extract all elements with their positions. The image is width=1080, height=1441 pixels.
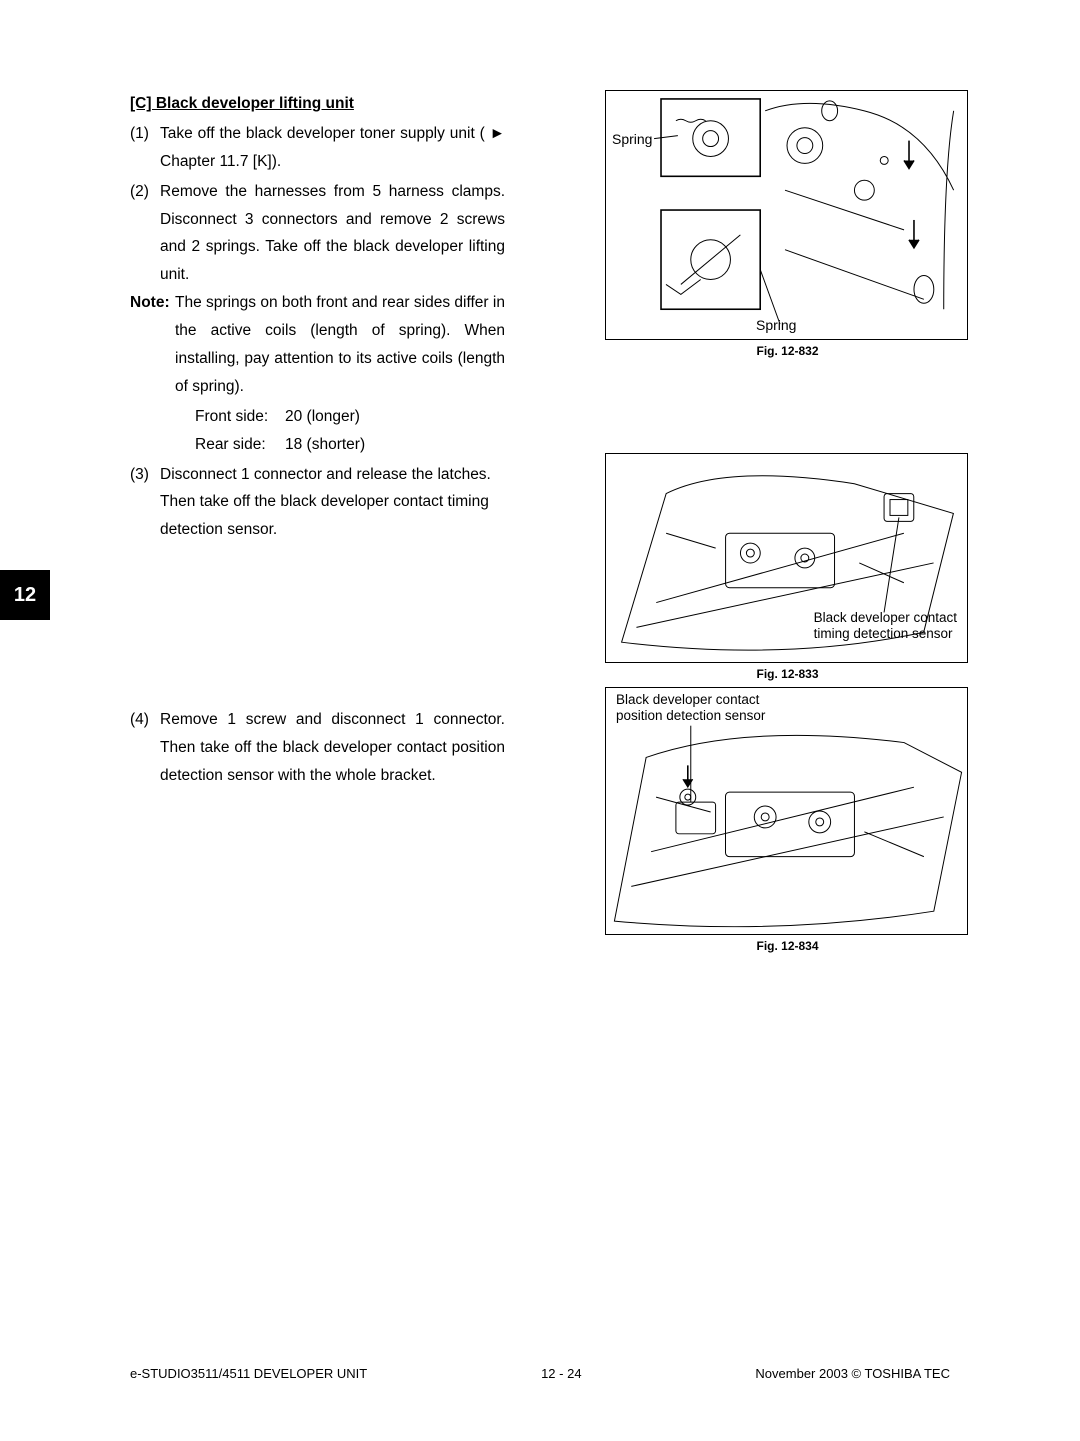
list-item: (4) Remove 1 screw and disconnect 1 conn… [130,706,505,790]
page-footer: e-STUDIO3511/4511 DEVELOPER UNIT 12 - 24… [0,1366,1080,1381]
spec-key: Front side: [195,403,285,431]
item-text: Disconnect 1 connector and release the l… [160,461,505,545]
chapter-tab: 12 [0,570,50,620]
figure-column: Spring Spring [605,90,970,953]
figure-832: Spring Spring [605,90,970,358]
callout-label: Spring [756,317,796,333]
callout-label: Black developer contactposition detectio… [616,692,765,724]
callout-text: Black developer contacttiming detection … [814,610,957,641]
footer-left: e-STUDIO3511/4511 DEVELOPER UNIT [130,1366,367,1381]
figure-caption: Fig. 12-832 [605,344,970,358]
page: 12 [C] Black developer lifting unit (1) … [0,0,1080,1441]
figure-caption: Fig. 12-833 [605,667,970,681]
spec-val: 18 (shorter) [285,431,365,459]
footer-center: 12 - 24 [541,1366,581,1381]
section-title: [C] Black developer lifting unit [130,90,505,118]
item-number: (3) [130,461,160,545]
chapter-number: 12 [14,584,36,607]
table-row: Front side: 20 (longer) [195,403,505,431]
note-text: The springs on both front and rear sides… [175,289,505,401]
list-item: (1) Take off the black developer toner s… [130,120,505,176]
figure-caption: Fig. 12-834 [605,939,970,953]
spring-spec-table: Front side: 20 (longer) Rear side: 18 (s… [195,403,505,459]
item-text: Remove the harnesses from 5 harness clam… [160,178,505,290]
spec-val: 20 (longer) [285,403,360,431]
mechanical-diagram [606,91,967,339]
callout-label: Black developer contacttiming detection … [814,610,957,642]
figure-834: Black developer contactposition detectio… [605,687,970,953]
text-column: [C] Black developer lifting unit (1) Tak… [130,90,505,790]
list-item: (3) Disconnect 1 connector and release t… [130,461,505,545]
spec-key: Rear side: [195,431,285,459]
footer-right: November 2003 © TOSHIBA TEC [755,1366,950,1381]
list-item: (2) Remove the harnesses from 5 harness … [130,178,505,290]
callout-text: Black developer contactposition detectio… [616,692,765,723]
item-number: (1) [130,120,160,176]
table-row: Rear side: 18 (shorter) [195,431,505,459]
item-text: Remove 1 screw and disconnect 1 connecto… [160,706,505,790]
item-number: (2) [130,178,160,290]
figure-833: Black developer contacttiming detection … [605,453,970,681]
note: Note: The springs on both front and rear… [130,289,505,401]
mechanical-diagram [606,688,967,934]
note-label: Note: [130,289,175,401]
callout-label: Spring [612,131,652,147]
item-text: Take off the black developer toner suppl… [160,120,505,176]
item-number: (4) [130,706,160,790]
